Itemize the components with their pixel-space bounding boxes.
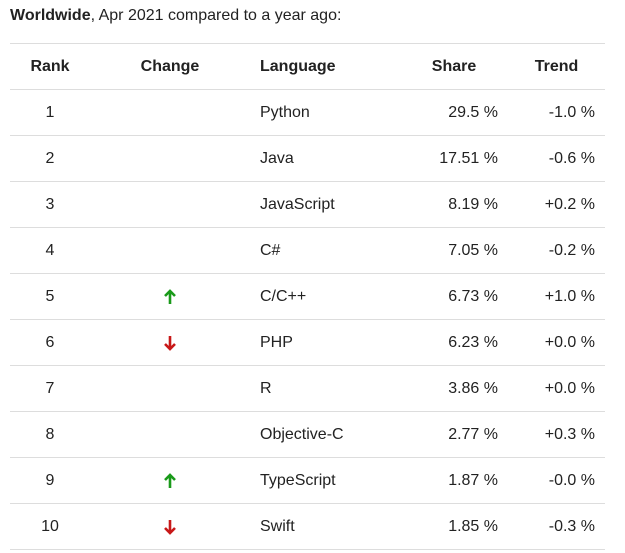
rank-cell: 4 bbox=[10, 227, 90, 274]
ranking-table: Rank Change Language Share Trend 1 Python 29.5… bbox=[10, 43, 605, 550]
change-cell bbox=[90, 89, 250, 136]
table-body: 1 Python 29.5 % -1.0 % 2 Java 17.51 % -0.6 % 3 Ja… bbox=[10, 89, 605, 550]
trend-cell: +0.2 % bbox=[508, 181, 605, 228]
change-cell bbox=[90, 135, 250, 182]
heading-bold: Worldwide bbox=[10, 7, 91, 24]
change-cell bbox=[90, 181, 250, 228]
rank-cell: 6 bbox=[10, 319, 90, 366]
header-row: Rank Change Language Share Trend bbox=[10, 43, 605, 90]
share-cell: 6.73 % bbox=[400, 273, 508, 320]
language-cell: JavaScript bbox=[250, 181, 400, 228]
table-row: 6 PHP 6.23 % +0.0 % bbox=[10, 319, 605, 366]
change-cell bbox=[90, 503, 250, 550]
rank-cell: 8 bbox=[10, 411, 90, 458]
table-row: 9 TypeScript 1.87 % -0.0 % bbox=[10, 457, 605, 504]
trend-cell: -1.0 % bbox=[508, 89, 605, 136]
change-cell bbox=[90, 365, 250, 412]
table-row: 7 R 3.86 % +0.0 % bbox=[10, 365, 605, 412]
share-cell: 2.77 % bbox=[400, 411, 508, 458]
share-cell: 7.05 % bbox=[400, 227, 508, 274]
change-cell bbox=[90, 227, 250, 274]
share-cell: 1.85 % bbox=[400, 503, 508, 550]
rank-cell: 5 bbox=[10, 273, 90, 320]
language-cell: PHP bbox=[250, 319, 400, 366]
change-arrow-down bbox=[162, 334, 178, 352]
change-arrow-up bbox=[162, 288, 178, 306]
table-row: 10 Swift 1.85 % -0.3 % bbox=[10, 503, 605, 550]
trend-cell: -0.0 % bbox=[508, 457, 605, 504]
trend-cell: +0.3 % bbox=[508, 411, 605, 458]
rank-cell: 7 bbox=[10, 365, 90, 412]
share-cell: 29.5 % bbox=[400, 89, 508, 136]
table-row: 8 Objective-C 2.77 % +0.3 % bbox=[10, 411, 605, 458]
share-cell: 1.87 % bbox=[400, 457, 508, 504]
table-row: 3 JavaScript 8.19 % +0.2 % bbox=[10, 181, 605, 228]
rank-cell: 1 bbox=[10, 89, 90, 136]
table-row: 1 Python 29.5 % -1.0 % bbox=[10, 89, 605, 136]
share-cell: 3.86 % bbox=[400, 365, 508, 412]
change-arrow-down bbox=[162, 518, 178, 536]
change-cell bbox=[90, 273, 250, 320]
trend-cell: -0.3 % bbox=[508, 503, 605, 550]
share-cell: 6.23 % bbox=[400, 319, 508, 366]
rank-cell: 10 bbox=[10, 503, 90, 550]
language-cell: Python bbox=[250, 89, 400, 136]
trend-cell: -0.2 % bbox=[508, 227, 605, 274]
table-row: 5 C/C++ 6.73 % +1.0 % bbox=[10, 273, 605, 320]
column-header: Language bbox=[250, 43, 400, 90]
trend-cell: +0.0 % bbox=[508, 319, 605, 366]
table-row: 2 Java 17.51 % -0.6 % bbox=[10, 135, 605, 182]
share-cell: 8.19 % bbox=[400, 181, 508, 228]
column-header: Change bbox=[90, 43, 250, 90]
language-cell: Objective-C bbox=[250, 411, 400, 458]
trend-cell: +0.0 % bbox=[508, 365, 605, 412]
share-cell: 17.51 % bbox=[400, 135, 508, 182]
trend-cell: +1.0 % bbox=[508, 273, 605, 320]
language-cell: R bbox=[250, 365, 400, 412]
change-cell bbox=[90, 411, 250, 458]
language-cell: Swift bbox=[250, 503, 400, 550]
rank-cell: 9 bbox=[10, 457, 90, 504]
column-header: Trend bbox=[508, 43, 605, 90]
change-cell bbox=[90, 457, 250, 504]
language-cell: C# bbox=[250, 227, 400, 274]
trend-cell: -0.6 % bbox=[508, 135, 605, 182]
column-header: Rank bbox=[10, 43, 90, 90]
change-arrow-up bbox=[162, 472, 178, 490]
heading: Worldwide, Apr 2021 compared to a year a… bbox=[10, 7, 341, 25]
language-cell: TypeScript bbox=[250, 457, 400, 504]
language-cell: Java bbox=[250, 135, 400, 182]
column-header: Share bbox=[400, 43, 508, 90]
table-row: 4 C# 7.05 % -0.2 % bbox=[10, 227, 605, 274]
heading-text: , Apr 2021 compared to a year ago: bbox=[90, 7, 342, 24]
rank-cell: 2 bbox=[10, 135, 90, 182]
rank-cell: 3 bbox=[10, 181, 90, 228]
language-cell: C/C++ bbox=[250, 273, 400, 320]
change-cell bbox=[90, 319, 250, 366]
